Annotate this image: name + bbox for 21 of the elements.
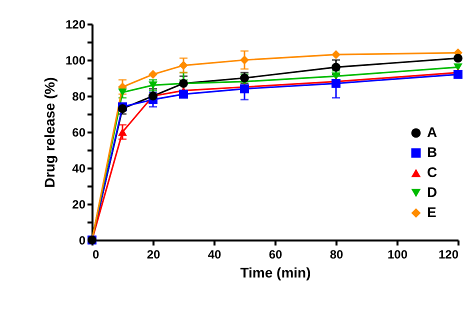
y-tick-label: 20 bbox=[72, 198, 86, 212]
y-axis-title: Drug release (%) bbox=[41, 77, 58, 188]
x-tick-label: 0 bbox=[92, 248, 100, 262]
x-tick-label: 80 bbox=[330, 248, 344, 262]
x-tick-label: 120 bbox=[438, 248, 459, 262]
legend-label: E bbox=[427, 204, 436, 220]
x-tick-label: 60 bbox=[268, 248, 282, 262]
x-tick-label: 20 bbox=[146, 248, 160, 262]
legend-label: C bbox=[427, 164, 438, 180]
y-tick-label: 80 bbox=[72, 90, 86, 104]
legend-label: A bbox=[427, 124, 438, 140]
x-axis-title: Time (min) bbox=[240, 264, 311, 280]
legend-label: B bbox=[427, 144, 438, 160]
legend-label: D bbox=[427, 184, 438, 200]
x-tick-label: 40 bbox=[208, 248, 222, 262]
y-tick-label: 0 bbox=[78, 234, 86, 248]
y-tick-label: 60 bbox=[72, 126, 86, 140]
y-tick-label: 40 bbox=[72, 162, 86, 176]
y-tick-label: 100 bbox=[65, 54, 86, 68]
x-tick-label: 100 bbox=[387, 248, 408, 262]
y-tick-label: 120 bbox=[65, 18, 86, 32]
